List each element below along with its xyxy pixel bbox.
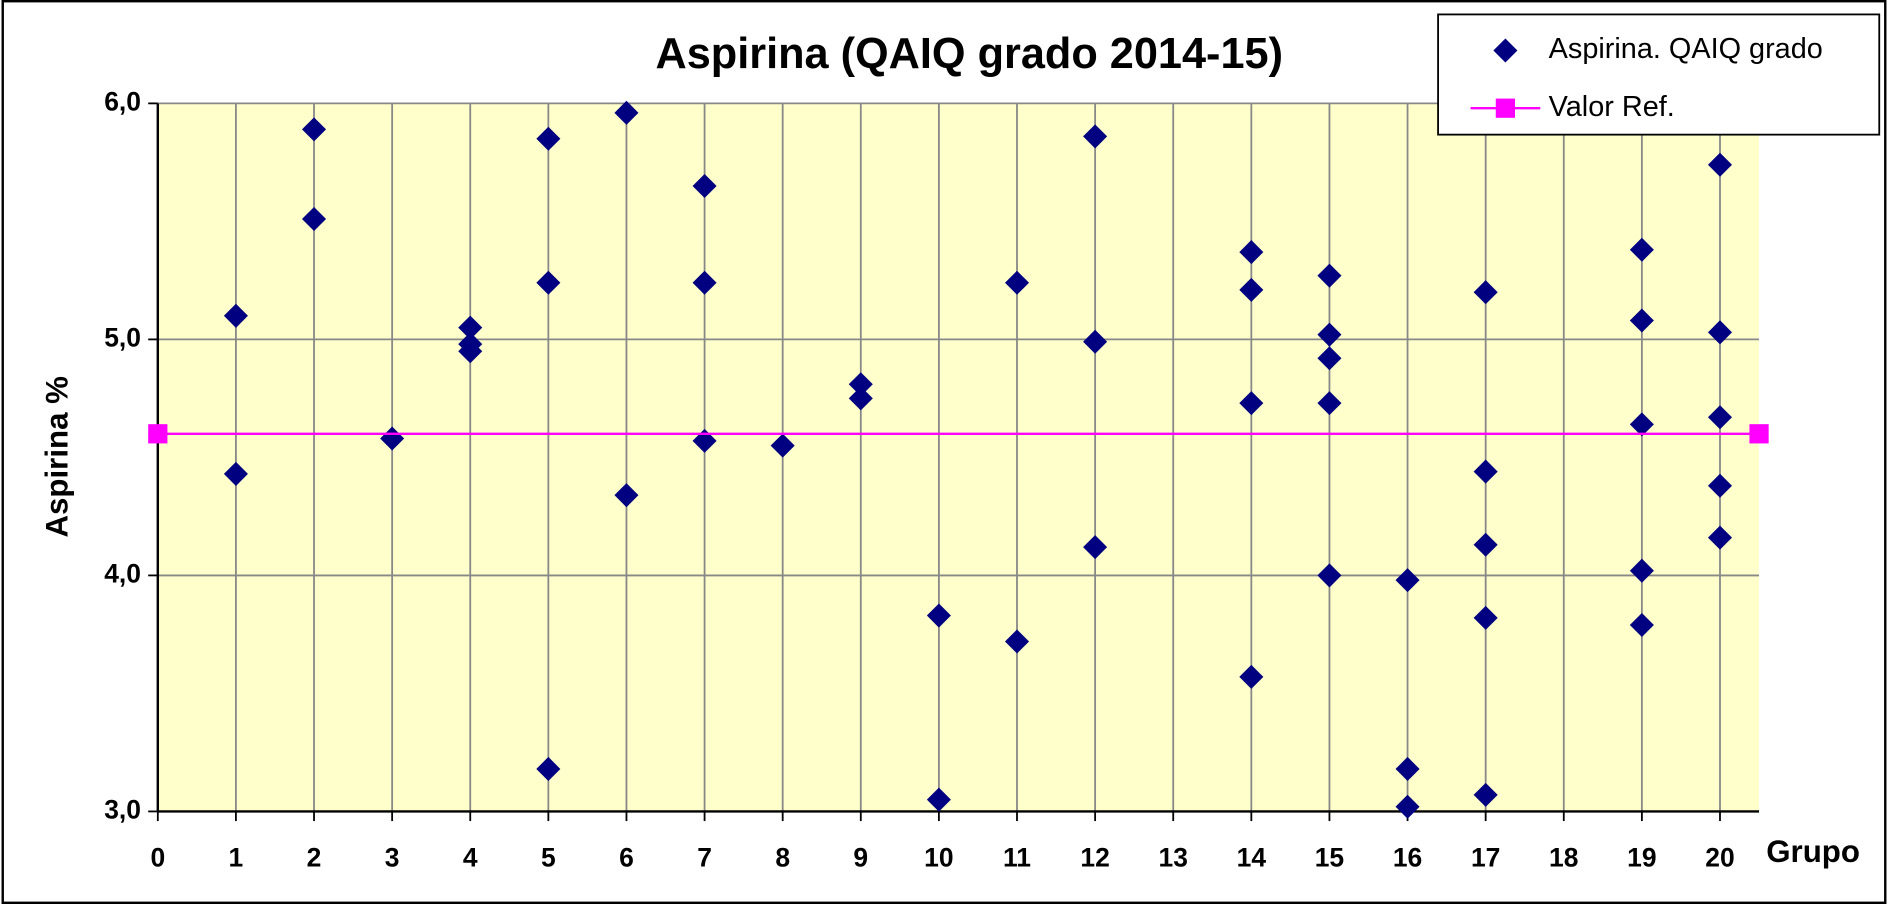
x-tick-label: 2 <box>307 843 322 873</box>
point <box>848 372 873 397</box>
point <box>926 603 951 628</box>
marks <box>148 100 1769 819</box>
point <box>458 339 483 364</box>
point <box>926 787 951 812</box>
x-tick-label: 6 <box>619 843 634 873</box>
x-tick-label: 1 <box>229 843 244 873</box>
point <box>380 426 405 451</box>
point <box>1473 280 1498 305</box>
point <box>1707 320 1733 345</box>
x-tick-label: 14 <box>1237 843 1267 873</box>
x-tick-label: 5 <box>541 843 556 873</box>
legend-label: Valor Ref. <box>1549 91 1675 123</box>
plot-area <box>157 103 1760 812</box>
point <box>1317 391 1342 416</box>
point <box>1317 263 1342 288</box>
point <box>536 270 561 295</box>
y-tick-label: 4,0 <box>104 558 141 588</box>
point <box>1629 612 1654 638</box>
point <box>458 315 483 340</box>
point <box>1473 782 1498 807</box>
x-tick-label: 13 <box>1159 843 1188 873</box>
point <box>223 461 248 486</box>
point <box>1239 277 1264 302</box>
point <box>1707 152 1733 177</box>
x-tick-label: 15 <box>1315 843 1344 873</box>
x-tick-label: 3 <box>385 843 400 873</box>
point <box>1707 473 1733 498</box>
y-tick-label: 6,0 <box>104 86 141 116</box>
point <box>1239 240 1264 265</box>
legend-marker <box>1495 98 1516 118</box>
x-tick-label: 9 <box>853 843 868 873</box>
y-tick-label: 5,0 <box>104 322 141 352</box>
legend-marker <box>1493 38 1518 63</box>
x-tick-label: 11 <box>1003 843 1031 873</box>
x-tick-label: 0 <box>150 843 165 873</box>
chart-title: Aspirina (QAIQ grado 2014-15) <box>655 30 1283 78</box>
point <box>770 433 795 458</box>
point <box>1629 308 1654 333</box>
point <box>1239 664 1264 689</box>
y-tick-label: 3,0 <box>104 794 141 824</box>
point <box>692 270 717 295</box>
x-axis-label: Grupo <box>1766 834 1860 869</box>
point <box>1629 412 1654 437</box>
point <box>1473 459 1498 484</box>
point <box>1473 605 1498 630</box>
x-tick-label: 10 <box>924 843 953 873</box>
point <box>1395 794 1420 819</box>
point <box>614 483 639 508</box>
point <box>1317 563 1342 588</box>
x-tick-label: 17 <box>1471 843 1500 873</box>
point <box>692 173 717 199</box>
point <box>1707 405 1733 430</box>
x-tick-label: 19 <box>1627 843 1656 873</box>
x-tick-label: 20 <box>1705 843 1734 873</box>
point <box>1749 424 1769 444</box>
x-tick-label: 12 <box>1080 843 1109 873</box>
point <box>614 100 639 125</box>
point <box>148 424 168 444</box>
point <box>1239 391 1264 416</box>
point <box>302 207 327 232</box>
point <box>1317 322 1342 347</box>
x-tick-label: 16 <box>1393 843 1422 873</box>
x-tick-label: 4 <box>463 843 478 873</box>
y-axis-label: Aspirina % <box>39 376 74 538</box>
x-tick-label: 18 <box>1549 843 1578 873</box>
point <box>1317 346 1342 371</box>
x-tick-label: 8 <box>775 843 790 873</box>
legend-label: Aspirina. QAIQ grado <box>1549 33 1823 65</box>
x-tick-label: 7 <box>697 843 712 873</box>
point <box>223 303 248 328</box>
